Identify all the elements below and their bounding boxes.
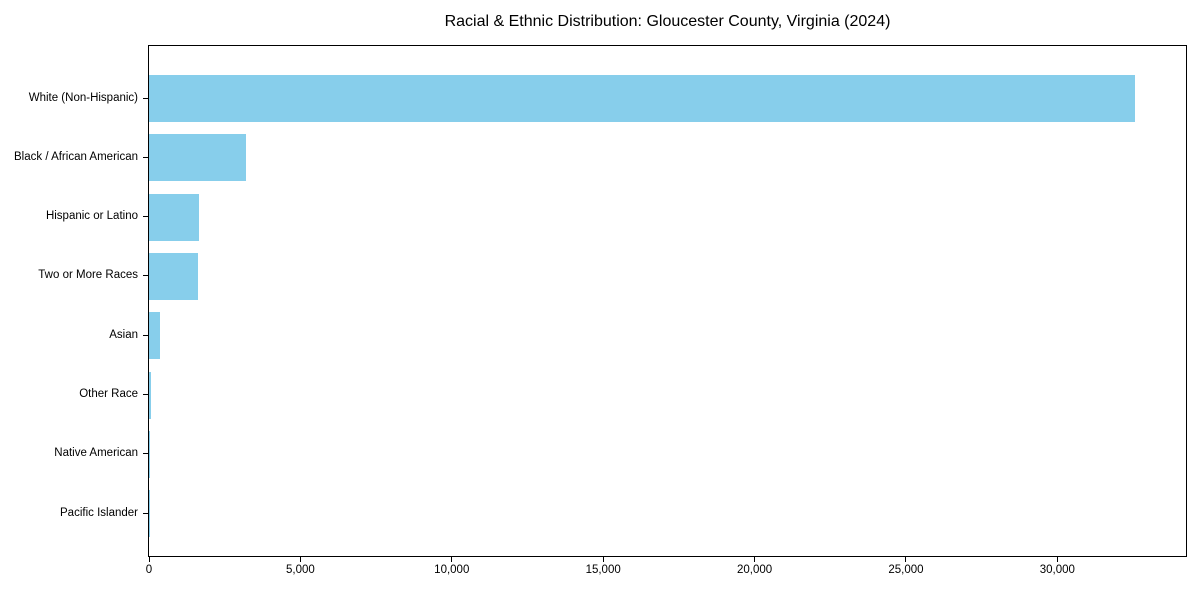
y-axis-label-pacific-islander: Pacific Islander bbox=[60, 506, 138, 519]
y-axis-label-black-african-american: Black / African American bbox=[14, 150, 138, 163]
y-tick-mark bbox=[143, 275, 148, 277]
y-tick-mark bbox=[143, 394, 148, 395]
y-axis-label-two-or-more-races: Two or More Races bbox=[38, 269, 138, 282]
x-tick-mark bbox=[754, 557, 756, 562]
bar-two-or-more-races bbox=[149, 252, 199, 300]
x-tick-mark bbox=[1056, 557, 1058, 562]
x-tick-mark bbox=[299, 557, 301, 562]
y-tick-mark bbox=[143, 216, 148, 218]
bar-black-african-american bbox=[149, 134, 247, 182]
x-tick-label-0: 0 bbox=[145, 564, 153, 576]
y-axis-label-white-non-hispanic: White (Non-Hispanic) bbox=[28, 91, 138, 104]
bar-white-non-hispanic bbox=[149, 75, 1135, 122]
chart-title: Racial & Ethnic Distribution: Gloucester… bbox=[444, 13, 891, 30]
y-axis-label-other-race: Other Race bbox=[79, 388, 138, 400]
y-tick-mark bbox=[143, 512, 148, 514]
x-tick-mark bbox=[148, 557, 150, 562]
bar-hispanic-or-latino bbox=[149, 193, 200, 241]
x-tick-label-25000: 25,000 bbox=[888, 564, 924, 576]
y-axis-label-hispanic-or-latino: Hispanic or Latino bbox=[45, 210, 138, 223]
plot-area bbox=[148, 45, 1187, 557]
x-tick-label-15000: 15,000 bbox=[585, 564, 621, 576]
y-axis-label-native-american: Native American bbox=[54, 447, 138, 460]
bar-native-american bbox=[149, 430, 150, 478]
x-tick-label-5000: 5,000 bbox=[285, 564, 315, 576]
y-tick-mark bbox=[143, 453, 148, 455]
x-tick-mark bbox=[602, 557, 604, 562]
y-tick-mark bbox=[143, 334, 148, 336]
x-tick-label-20000: 20,000 bbox=[736, 564, 773, 576]
x-tick-mark bbox=[451, 557, 453, 562]
bar-asian bbox=[149, 312, 160, 360]
x-tick-label-10000: 10,000 bbox=[434, 564, 470, 576]
y-axis-label-asian: Asian bbox=[109, 328, 138, 341]
x-tick-mark bbox=[905, 557, 907, 562]
bar-other-race bbox=[149, 371, 152, 419]
x-tick-label-30000: 30,000 bbox=[1039, 564, 1075, 576]
y-tick-mark bbox=[143, 97, 148, 99]
y-tick-mark bbox=[143, 156, 148, 158]
